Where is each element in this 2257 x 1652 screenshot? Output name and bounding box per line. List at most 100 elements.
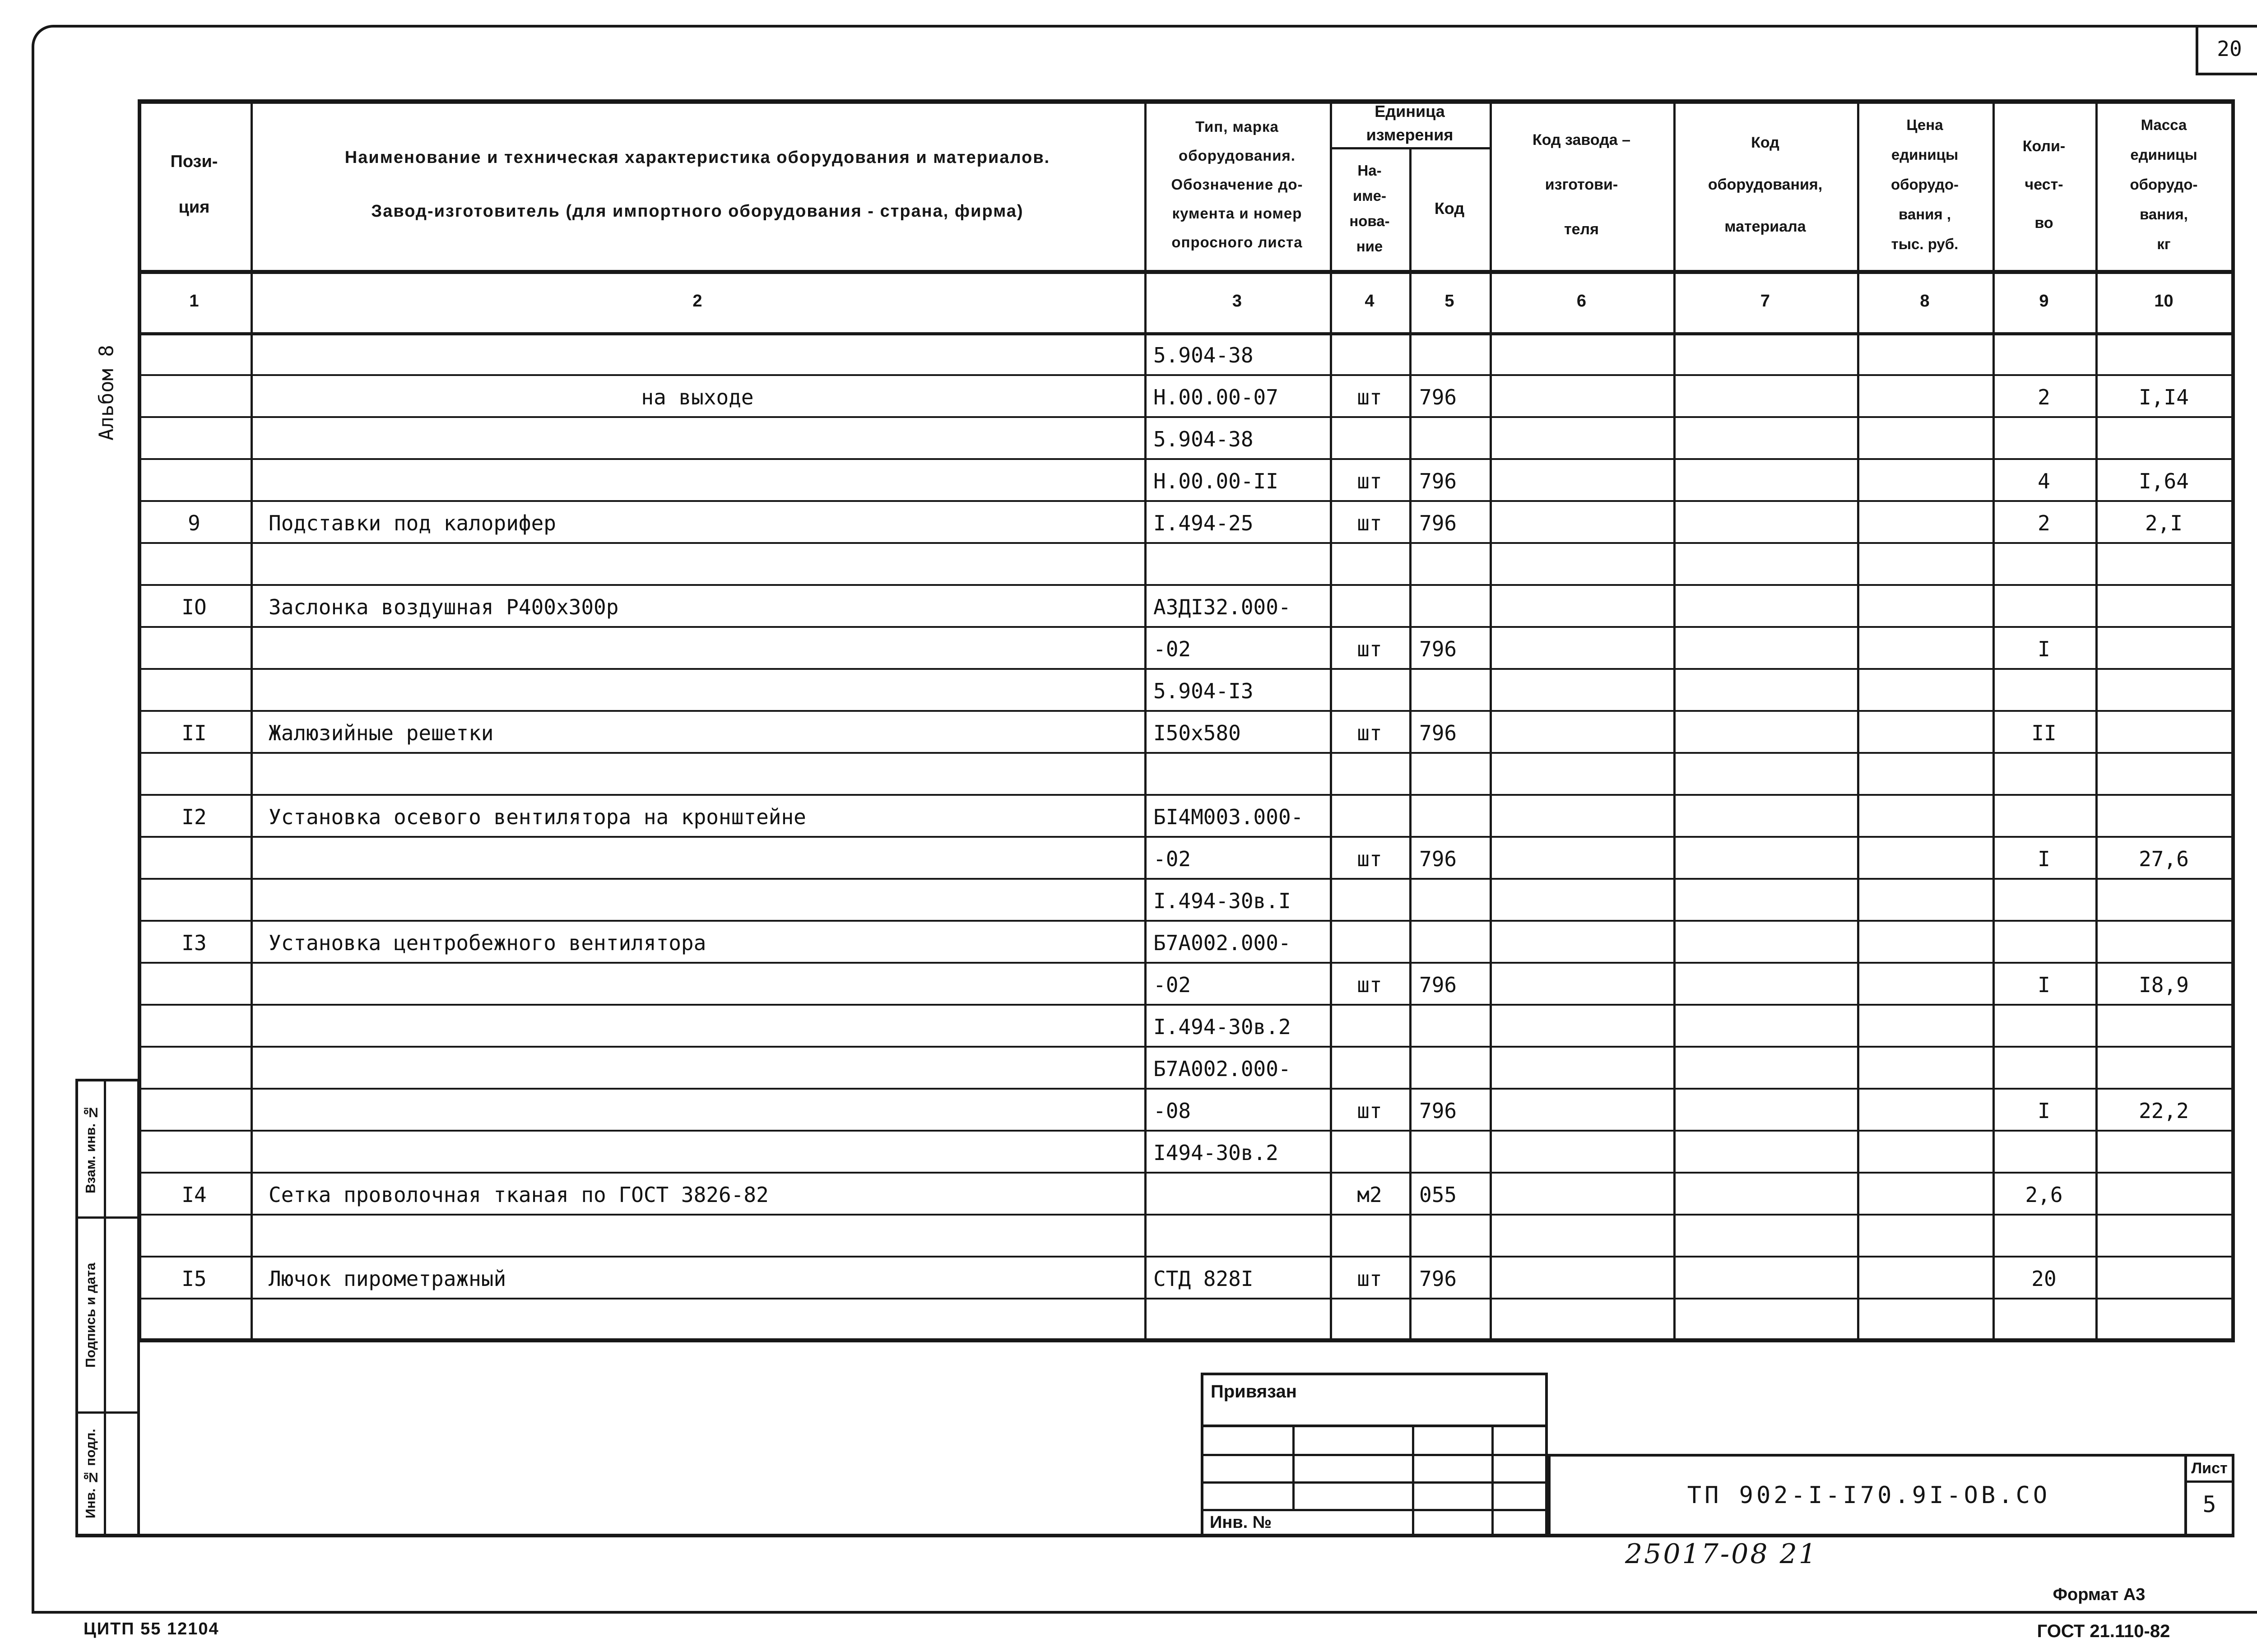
header-line: нова- [1349, 213, 1390, 229]
colnum-9: 9 [1992, 270, 2095, 332]
header-equipment-code: Код оборудования, материала [1673, 99, 1857, 270]
header-line: во [2034, 214, 2053, 232]
colnum: 6 [1576, 291, 1587, 311]
cell-type: -02 [1153, 846, 1191, 871]
binding-line [1412, 1427, 1414, 1534]
cell-type: Н.00.00-07 [1153, 385, 1278, 409]
colnum-4: 4 [1330, 270, 1409, 332]
sheet-box-divider [2184, 1457, 2187, 1534]
header-bottom-line [138, 270, 2234, 274]
side-stamp-column: Взам. инв. № Подпись и дата Инв. № подл. [75, 1079, 140, 1536]
colnum-7: 7 [1673, 270, 1857, 332]
stamp-divider [78, 1216, 137, 1219]
cell-pos: I2 [181, 804, 207, 829]
inv-number-label: Инв. № [1210, 1513, 1272, 1532]
header-line: Масса [2141, 116, 2187, 133]
header-line: Код [1434, 199, 1465, 218]
cell-name: Сетка проволочная тканая по ГОСТ 3826-82 [269, 1182, 769, 1207]
cell-pos: 9 [188, 510, 200, 535]
header-line: Обозначение до- [1171, 176, 1303, 193]
cell-mass: I8,9 [2139, 972, 2189, 997]
cell-type: -02 [1153, 636, 1191, 661]
cell-unit: шт [1357, 469, 1382, 493]
binding-table: Привязан Инв. № [1201, 1373, 1548, 1536]
header-line: ция [178, 198, 210, 217]
page-number: 20 [2217, 37, 2242, 61]
header-line: оборудования, [1708, 176, 1823, 193]
cell-unit: шт [1357, 846, 1382, 871]
cell-type: I494-30в.2 [1153, 1140, 1278, 1165]
cell-qty: 20 [2031, 1266, 2057, 1291]
header-position: Пози- ция [138, 99, 251, 270]
header-line: материала [1724, 218, 1806, 235]
binding-line [1203, 1454, 1545, 1456]
header-line: единицы [1891, 146, 1959, 163]
colnum-1: 1 [138, 270, 251, 332]
cell-unit: шт [1357, 972, 1382, 997]
title-bar: ТП 902-I-I70.9I-ОВ.СО Лист 5 [1548, 1454, 2234, 1536]
stamp-divider [104, 1081, 106, 1534]
cell-qty: I [2038, 1098, 2050, 1123]
page-number-box: 20 [2196, 25, 2257, 75]
cell-unit-code: 796 [1419, 972, 1457, 997]
colnum-2: 2 [251, 270, 1144, 332]
header-line: опросного листа [1171, 234, 1303, 251]
handwritten-mark: 25017-08 21 [1625, 1538, 1818, 1570]
cell-mass: I,I4 [2139, 385, 2189, 409]
cell-type: Б7А002.000- [1153, 930, 1291, 955]
cell-type: -08 [1153, 1098, 1191, 1123]
cell-unit-code: 796 [1419, 846, 1457, 871]
header-line: Код [1751, 134, 1779, 151]
cell-unit: шт [1357, 1266, 1382, 1291]
colnum: 9 [2039, 291, 2049, 311]
cell-pos: IO [181, 594, 207, 619]
cell-unit: шт [1357, 510, 1382, 535]
header-mass: Масса единицы оборудо- вания, кг [2095, 99, 2232, 270]
cell-mass: 22,2 [2139, 1098, 2189, 1123]
stamp-divider [78, 1411, 137, 1414]
header-unit-code: Код [1409, 147, 1490, 270]
cell-qty: 2,6 [2025, 1182, 2063, 1207]
cell-qty: I [2038, 846, 2050, 871]
header-price: Цена единицы оборудо- вания , тыс. руб. [1857, 99, 1992, 270]
cell-unit-code: 796 [1419, 636, 1457, 661]
cell-unit: шт [1357, 385, 1382, 409]
cell-type: I50х580 [1153, 720, 1241, 745]
colnum: 8 [1920, 291, 1930, 311]
header-line: Завод-изготовитель (для импортного обору… [371, 202, 1024, 221]
header-line: вания , [1898, 206, 1951, 223]
cell-pos: II [181, 720, 207, 745]
cell-name: Заслонка воздушная Р400х300р [269, 594, 619, 619]
header-line: оборудо- [2130, 176, 2198, 193]
cell-name: Лючок пирометражный [269, 1266, 506, 1291]
header-line: Наименование и техническая характеристик… [344, 148, 1050, 167]
colnum: 7 [1760, 291, 1770, 311]
sheet-frame [32, 25, 2257, 1614]
format-label: Формат А3 [2053, 1585, 2146, 1604]
cell-name: Установка центробежного вентилятора [269, 930, 706, 955]
cell-type: БI4М003.000- [1153, 804, 1304, 829]
colnum: 4 [1365, 291, 1375, 311]
header-line: Единица [1375, 102, 1445, 121]
cell-type: Б7А002.000- [1153, 1056, 1291, 1081]
cell-pos: I4 [181, 1182, 207, 1207]
gost-label: ГОСТ 21.110-82 [2037, 1621, 2170, 1641]
cell-qty: I [2038, 636, 2050, 661]
cell-name: Жалюзийные решетки [269, 720, 494, 745]
cell-name: Установка осевого вентилятора на кронште… [269, 804, 806, 829]
cell-unit: м2 [1357, 1182, 1382, 1207]
header-quantity: Коли- чест- во [1992, 99, 2095, 270]
cell-mass: 27,6 [2139, 846, 2189, 871]
numbers-row-line [138, 332, 2234, 335]
header-line: Цена [1906, 116, 1943, 133]
cell-type: -02 [1153, 972, 1191, 997]
colnum: 2 [692, 291, 702, 311]
cell-type: I.494-30в.I [1153, 888, 1291, 913]
header-line: Пози- [170, 152, 218, 171]
cell-type: 5.904-38 [1153, 427, 1254, 451]
table-border-top [138, 99, 2234, 104]
cell-type: АЗДI32.000- [1153, 594, 1291, 619]
cell-qty: 4 [2038, 469, 2050, 493]
stamp-inv-label: Инв. № подл. [83, 1429, 98, 1519]
cell-pos: I5 [181, 1266, 207, 1291]
